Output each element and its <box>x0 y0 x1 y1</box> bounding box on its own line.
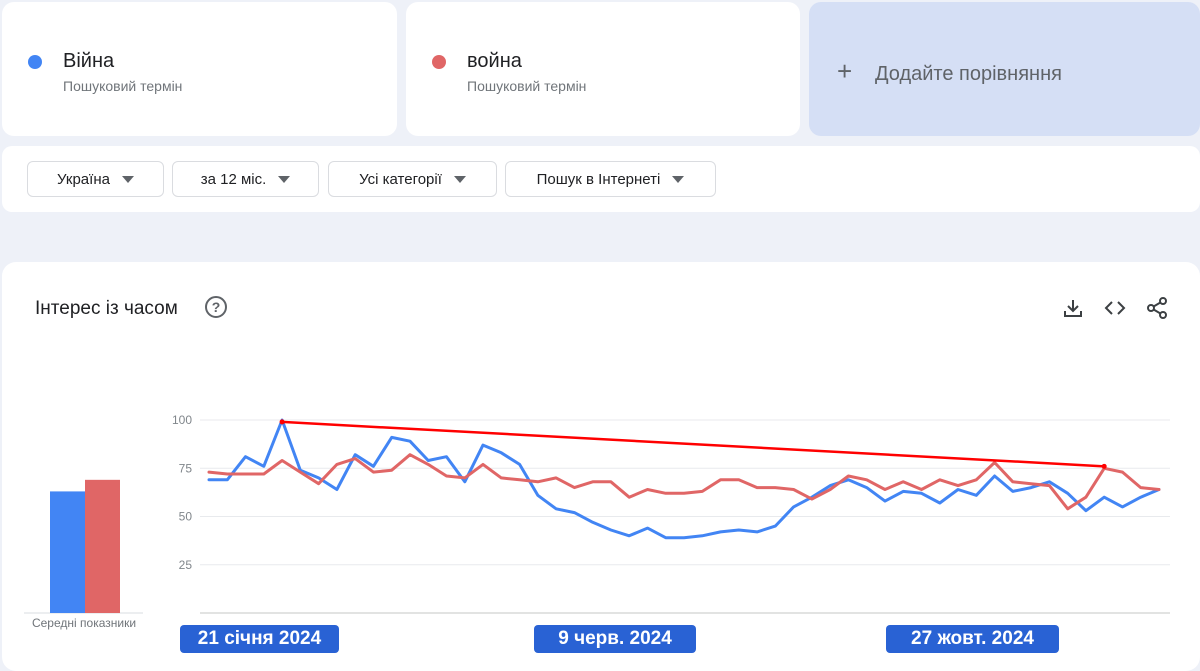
x-axis-date-label: 9 черв. 2024 <box>534 625 696 653</box>
download-icon[interactable] <box>1061 296 1085 320</box>
averages-label: Середні показники <box>32 616 136 630</box>
category-dropdown[interactable]: Усі категорії <box>328 161 497 197</box>
x-axis-date-label: 21 січня 2024 <box>180 625 339 653</box>
caret-down-icon <box>453 175 466 183</box>
search-term-type: Пошуковий термін <box>63 78 183 94</box>
search-type-dropdown[interactable]: Пошук в Інтернеті <box>505 161 716 197</box>
average-bar <box>85 479 120 613</box>
time-range-dropdown-label: за 12 міс. <box>200 170 267 188</box>
search-term-card-2[interactable]: война Пошуковий термін <box>406 2 800 136</box>
search-term-name[interactable]: Війна <box>63 50 115 72</box>
search-term-card-1[interactable]: Війна Пошуковий термін <box>2 2 397 136</box>
series-color-dot <box>28 55 42 69</box>
y-tick-label: 50 <box>179 510 193 524</box>
panel-title: Інтерес із часом <box>35 298 178 319</box>
search-type-dropdown-label: Пошук в Інтернеті <box>536 170 661 188</box>
caret-down-icon <box>121 175 134 183</box>
search-term-name[interactable]: война <box>467 50 522 72</box>
plus-icon: + <box>837 56 853 86</box>
trend-line-endpoint <box>279 419 285 425</box>
series-line <box>207 418 1161 540</box>
y-tick-label: 25 <box>179 558 193 572</box>
region-dropdown-label: Україна <box>57 170 110 188</box>
filter-bar: Україна за 12 міс. Усі категорії Пошук в… <box>2 146 1200 212</box>
trend-line-endpoint <box>1101 463 1107 469</box>
caret-down-icon <box>278 175 291 183</box>
average-bar <box>50 491 85 613</box>
embed-code-icon[interactable] <box>1103 296 1127 320</box>
question-mark-icon[interactable]: ? <box>205 296 227 318</box>
series-line <box>207 453 1161 511</box>
add-comparison-button[interactable]: + Додайте порівняння <box>809 2 1200 136</box>
region-dropdown[interactable]: Україна <box>27 161 164 197</box>
trend-line-annotation <box>282 420 1105 468</box>
x-axis-date-label: 27 жовт. 2024 <box>886 625 1059 653</box>
share-icon[interactable] <box>1145 296 1169 320</box>
caret-down-icon <box>672 175 685 183</box>
y-tick-label: 100 <box>172 413 192 427</box>
y-tick-label: 75 <box>179 461 193 475</box>
category-dropdown-label: Усі категорії <box>359 170 442 188</box>
add-comparison-label: Додайте порівняння <box>875 63 1062 85</box>
series-color-dot <box>432 55 446 69</box>
search-term-type: Пошуковий термін <box>467 78 587 94</box>
time-range-dropdown[interactable]: за 12 міс. <box>172 161 319 197</box>
